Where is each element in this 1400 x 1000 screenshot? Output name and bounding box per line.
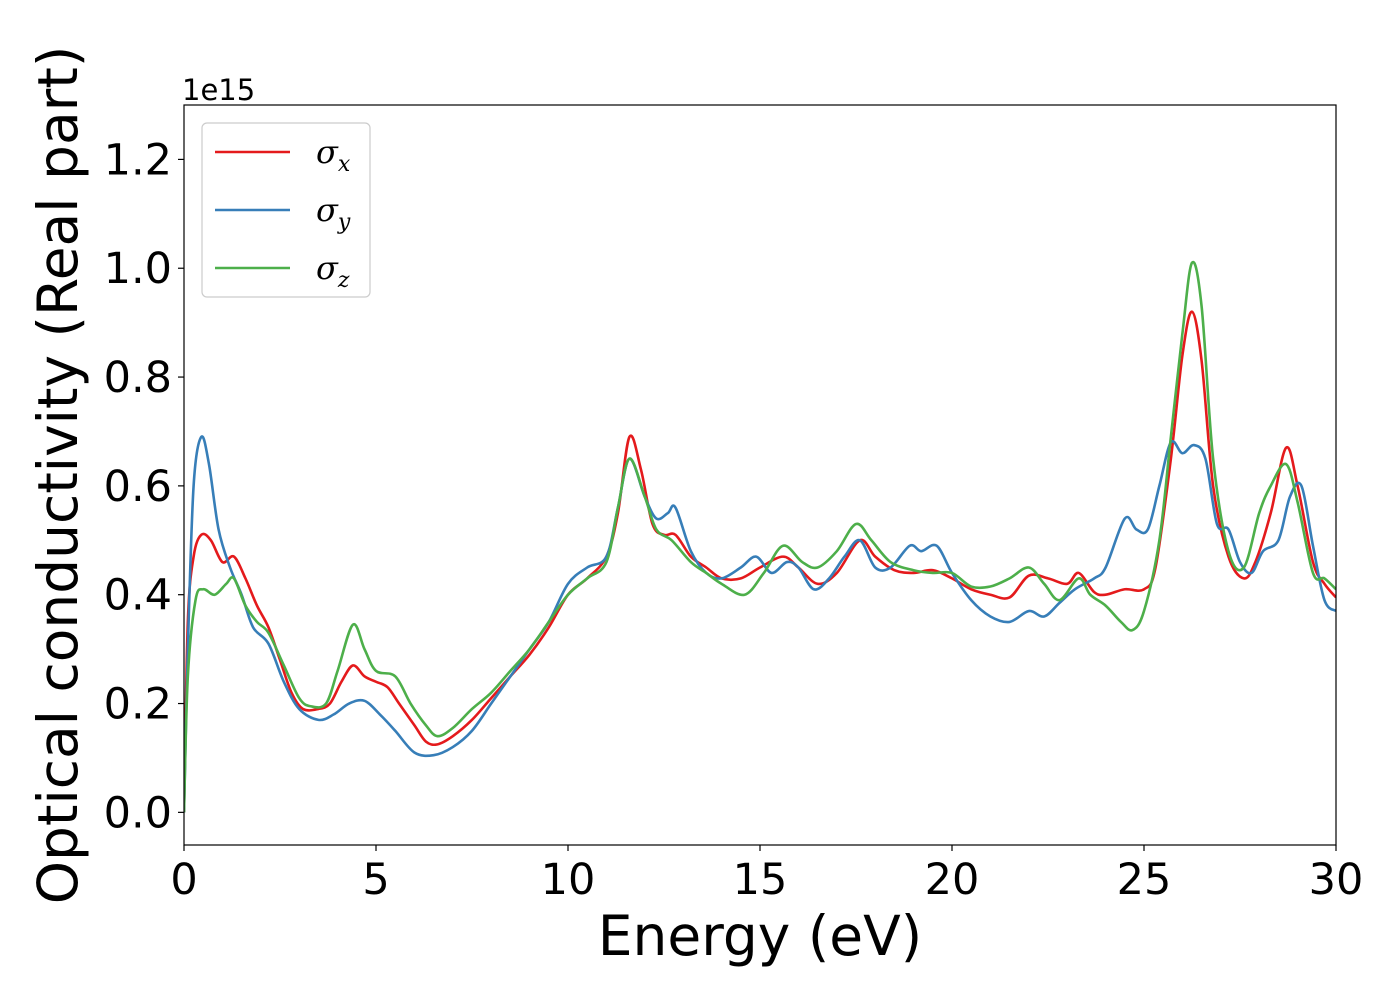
x-tick-label: 20	[925, 855, 980, 905]
series-line-sigma-z	[184, 260, 1336, 813]
legend-label-sigma-z: σz	[316, 249, 350, 293]
x-tick-label: 25	[1117, 855, 1172, 905]
y-tick-label: 0.2	[104, 680, 172, 730]
series-lines	[184, 260, 1336, 813]
y-tick-label: 1.2	[104, 135, 172, 185]
y-offset-label: 1e15	[182, 73, 255, 107]
y-tick-label: 0.6	[104, 462, 172, 512]
legend-label-sigma-y: σy	[316, 191, 351, 235]
x-tick-label: 30	[1309, 855, 1364, 905]
x-tick-label: 0	[170, 855, 197, 905]
x-tick-label: 5	[362, 855, 389, 905]
legend: σx σy σz	[201, 122, 371, 298]
x-axis-label: Energy (eV)	[598, 904, 922, 968]
x-tick-label: 10	[541, 855, 596, 905]
legend-entries: σx σy σz	[215, 133, 351, 293]
y-axis-ticks: 0.0 0.2 0.4 0.6 0.8 1.0 1.2	[104, 135, 184, 838]
x-axis-ticks: 0 5 10 15 20 25 30	[170, 845, 1363, 905]
series-line-sigma-x	[184, 310, 1336, 813]
y-axis-label: Optical conductivity (Real part)	[26, 46, 90, 905]
series-line-sigma-y	[184, 435, 1336, 813]
y-tick-label: 0.4	[104, 571, 172, 621]
legend-label-sigma-x: σx	[316, 133, 351, 177]
y-tick-label: 1.0	[104, 244, 172, 294]
y-tick-label: 0.8	[104, 353, 172, 403]
y-tick-label: 0.0	[104, 788, 172, 838]
x-tick-label: 15	[733, 855, 788, 905]
